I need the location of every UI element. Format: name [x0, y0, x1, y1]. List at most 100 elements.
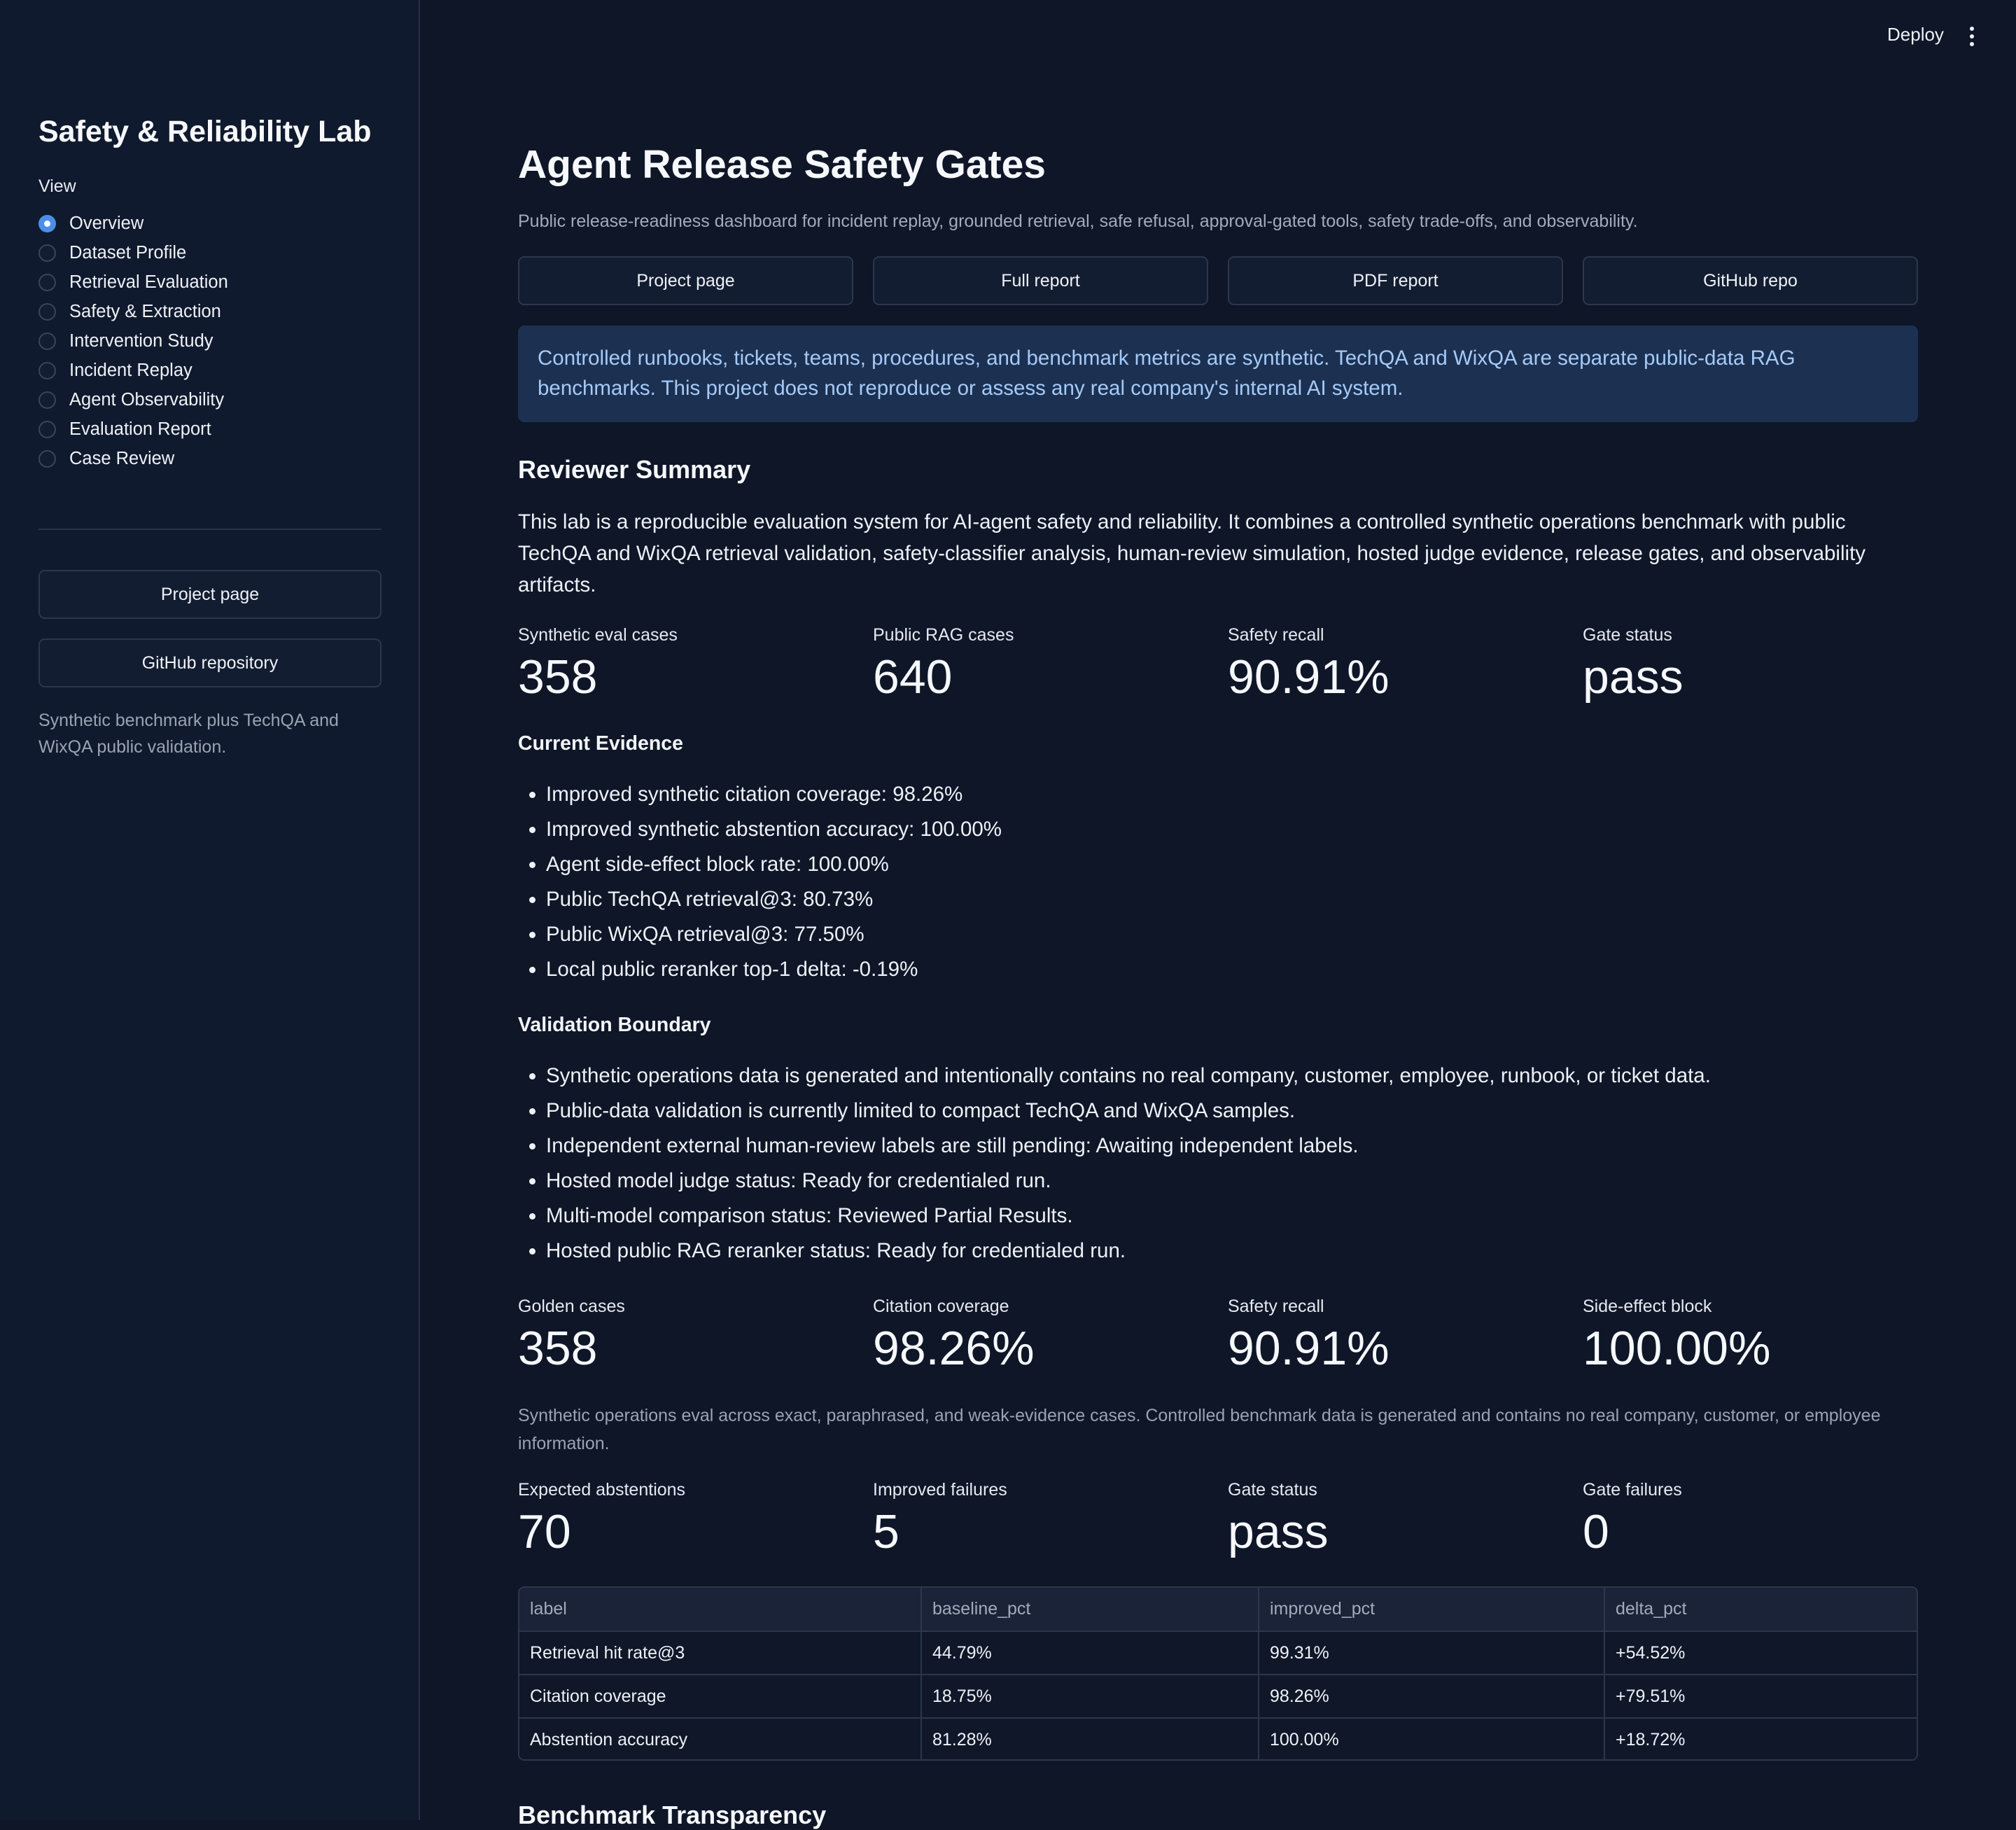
radio-icon[interactable] — [38, 244, 56, 262]
table-cell: 100.00% — [1259, 1718, 1605, 1759]
project-page-button[interactable]: Project page — [518, 256, 853, 305]
radio-icon[interactable] — [38, 332, 56, 350]
metric-value: 98.26% — [873, 1322, 1035, 1375]
eval-note: Synthetic operations eval across exact, … — [518, 1406, 1881, 1453]
radio-label: Incident Replay — [69, 360, 192, 380]
radio-icon[interactable] — [38, 273, 56, 291]
column-header[interactable]: improved_pct — [1259, 1588, 1605, 1632]
radio-icon[interactable] — [38, 391, 56, 409]
metric-label: Gate status — [1583, 625, 1672, 645]
info-banner: Controlled runbooks, tickets, teams, pro… — [518, 326, 1918, 422]
table-cell: 98.26% — [1259, 1675, 1605, 1719]
radio-icon[interactable] — [38, 361, 56, 379]
radio-case-review[interactable]: Case Review — [38, 444, 228, 473]
metric-value: 358 — [518, 650, 598, 704]
radio-dataset-profile[interactable]: Dataset Profile — [38, 238, 228, 267]
github-repo-button[interactable]: GitHub repo — [1583, 256, 1918, 305]
metric-value: 90.91% — [1228, 650, 1390, 704]
table-cell: 18.75% — [921, 1675, 1259, 1719]
table-cell: Abstention accuracy — [519, 1718, 922, 1759]
table-cell: Citation coverage — [519, 1675, 922, 1719]
radio-label: Case Review — [69, 448, 175, 468]
radio-agent-observability[interactable]: Agent Observability — [38, 385, 228, 414]
metric-side-effect-block: Side-effect block 100.00% — [1583, 1297, 1919, 1376]
radio-icon[interactable] — [38, 420, 56, 438]
validation-boundary-heading: Validation Boundary — [518, 1014, 711, 1036]
metric-label: Citation coverage — [873, 1297, 1009, 1316]
table-header-row: label baseline_pct improved_pct delta_pc… — [519, 1588, 1917, 1632]
list-item: Public WixQA retrieval@3: 77.50% — [546, 923, 1002, 958]
metric-label: Side-effect block — [1583, 1297, 1712, 1316]
list-item: Local public reranker top-1 delta: -0.19… — [546, 958, 1002, 993]
metric-label: Public RAG cases — [873, 625, 1014, 645]
metric-label: Expected abstentions — [518, 1480, 686, 1500]
metric-label: Improved failures — [873, 1480, 1007, 1500]
radio-incident-replay[interactable]: Incident Replay — [38, 356, 228, 385]
radio-icon[interactable] — [38, 449, 56, 468]
list-item: Synthetic operations data is generated a… — [546, 1064, 1711, 1099]
metric-improved-failures: Improved failures 5 — [873, 1480, 1209, 1559]
radio-selected-icon[interactable] — [38, 214, 56, 232]
metric-label: Safety recall — [1228, 625, 1324, 645]
current-evidence-heading: Current Evidence — [518, 732, 683, 755]
radio-icon[interactable] — [38, 302, 56, 321]
radio-retrieval-evaluation[interactable]: Retrieval Evaluation — [38, 267, 228, 297]
current-evidence-list: Improved synthetic citation coverage: 98… — [518, 783, 1002, 993]
radio-overview[interactable]: Overview — [38, 209, 228, 238]
radio-intervention-study[interactable]: Intervention Study — [38, 326, 228, 356]
list-item: Public-data validation is currently limi… — [546, 1099, 1711, 1134]
metric-gate-status: Gate status pass — [1583, 625, 1919, 704]
metric-public-rag-cases: Public RAG cases 640 — [873, 625, 1209, 704]
metric-value: 5 — [873, 1505, 899, 1558]
view-radio-group: Overview Dataset Profile Retrieval Evalu… — [38, 209, 228, 473]
sidebar-project-page-button[interactable]: Project page — [38, 570, 382, 619]
metric-label: Safety recall — [1228, 1297, 1324, 1316]
list-item: Hosted public RAG reranker status: Ready… — [546, 1239, 1711, 1274]
sidebar-title: Safety & Reliability Lab — [38, 115, 372, 148]
results-table[interactable]: label baseline_pct improved_pct delta_pc… — [518, 1586, 1918, 1761]
metric-golden-cases: Golden cases 358 — [518, 1297, 854, 1376]
deploy-button[interactable]: Deploy — [1887, 24, 1944, 45]
metric-label: Synthetic eval cases — [518, 625, 678, 645]
pdf-report-button[interactable]: PDF report — [1228, 256, 1563, 305]
metric-value: 358 — [518, 1322, 598, 1375]
metric-value: pass — [1583, 650, 1684, 704]
sidebar-divider — [38, 529, 382, 530]
sidebar-github-button[interactable]: GitHub repository — [38, 638, 382, 687]
table-row: Abstention accuracy 81.28% 100.00% +18.7… — [519, 1718, 1917, 1759]
radio-label: Safety & Extraction — [69, 301, 221, 321]
radio-evaluation-report[interactable]: Evaluation Report — [38, 414, 228, 444]
table-cell: 81.28% — [921, 1718, 1259, 1759]
column-header[interactable]: delta_pct — [1604, 1588, 1917, 1632]
table-cell: +79.51% — [1604, 1675, 1917, 1719]
table-cell: Retrieval hit rate@3 — [519, 1631, 922, 1675]
validation-boundary-list: Synthetic operations data is generated a… — [518, 1064, 1711, 1274]
metric-gate-status-2: Gate status pass — [1228, 1480, 1564, 1559]
radio-label: Agent Observability — [69, 389, 225, 410]
list-item: Multi-model comparison status: Reviewed … — [546, 1204, 1711, 1239]
reviewer-summary-text: This lab is a reproducible evaluation sy… — [518, 510, 1866, 596]
list-item: Improved synthetic abstention accuracy: … — [546, 818, 1002, 853]
metric-value: 640 — [873, 650, 953, 704]
metric-label: Golden cases — [518, 1297, 625, 1316]
metric-gate-failures: Gate failures 0 — [1583, 1480, 1919, 1559]
full-report-button[interactable]: Full report — [873, 256, 1208, 305]
column-header[interactable]: baseline_pct — [921, 1588, 1259, 1632]
table-cell: 99.31% — [1259, 1631, 1605, 1675]
column-header[interactable]: label — [519, 1588, 922, 1632]
radio-label: Retrieval Evaluation — [69, 272, 228, 292]
radio-label: Intervention Study — [69, 330, 214, 351]
list-item: Hosted model judge status: Ready for cre… — [546, 1169, 1711, 1204]
metric-value: 100.00% — [1583, 1322, 1771, 1375]
table-cell: 44.79% — [921, 1631, 1259, 1675]
metric-label: Gate failures — [1583, 1480, 1682, 1500]
metric-expected-abstentions: Expected abstentions 70 — [518, 1480, 854, 1559]
table-cell: +18.72% — [1604, 1718, 1917, 1759]
metric-citation-coverage: Citation coverage 98.26% — [873, 1297, 1209, 1376]
kebab-vertical-icon[interactable] — [1970, 27, 1975, 48]
list-item: Agent side-effect block rate: 100.00% — [546, 853, 1002, 888]
list-item: Public TechQA retrieval@3: 80.73% — [546, 888, 1002, 923]
benchmark-transparency-heading: Benchmark Transparency — [518, 1801, 827, 1829]
radio-safety-extraction[interactable]: Safety & Extraction — [38, 297, 228, 326]
radio-label: Evaluation Report — [69, 419, 211, 439]
